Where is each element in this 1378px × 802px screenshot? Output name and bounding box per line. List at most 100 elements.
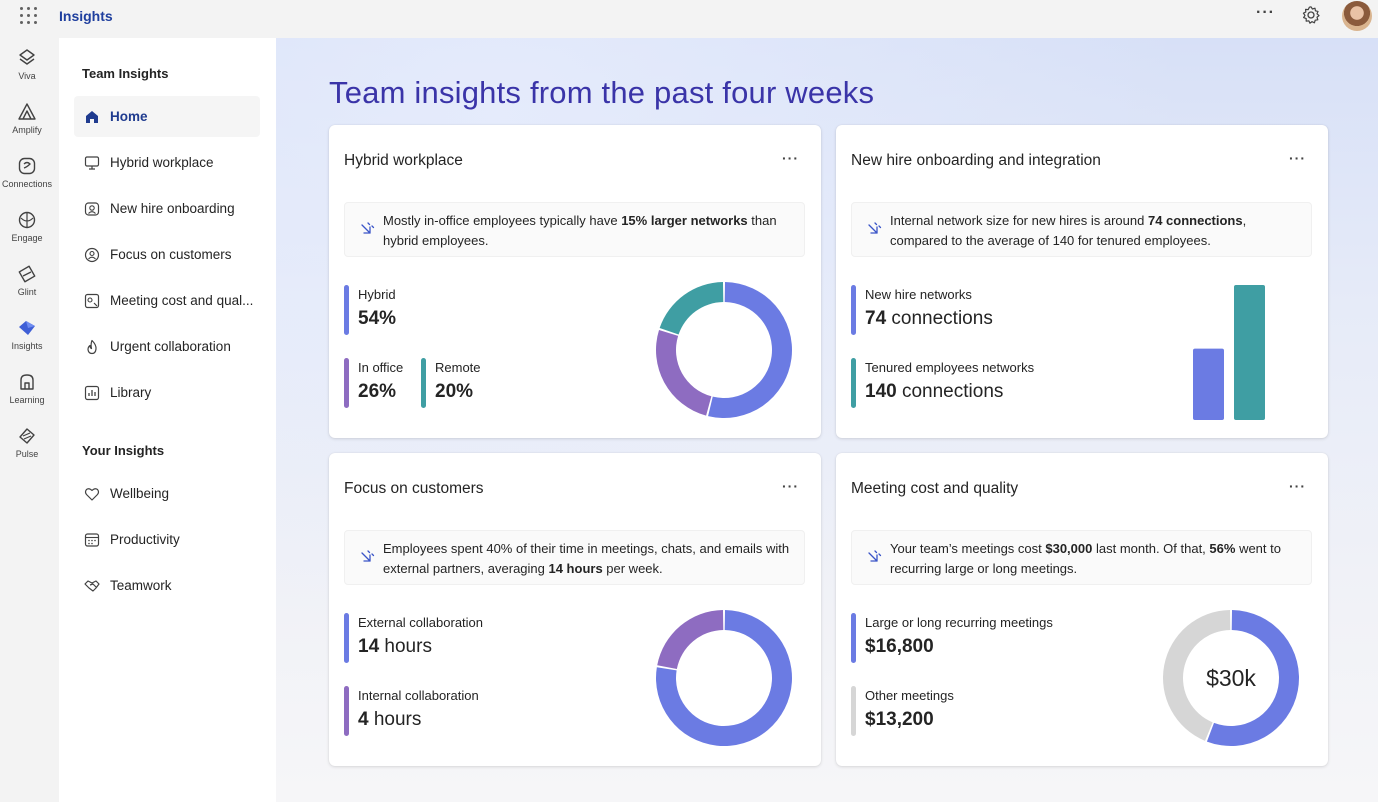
donut-slice-other-meetings: [1163, 610, 1231, 741]
metric-value: 54%: [358, 308, 397, 329]
user-avatar[interactable]: [1342, 1, 1372, 31]
metric-internal-collaboration: Internal collaboration 4 hours: [344, 686, 479, 736]
legend-bar: [421, 358, 426, 408]
settings-gear-icon[interactable]: [1301, 5, 1321, 25]
rail-label: Learning: [9, 395, 45, 405]
metric-value: 20%: [435, 381, 474, 402]
metric-value: 140 connections: [865, 381, 1004, 402]
handshake-icon: [83, 577, 101, 595]
legend-bar: [344, 285, 349, 335]
legend-bar: [344, 613, 349, 663]
insight-callout: Your team’s meetings cost $30,000 last m…: [851, 530, 1312, 585]
rail-item-glint[interactable]: Glint: [0, 258, 54, 306]
metric-value: $16,800: [865, 636, 934, 657]
rail-item-connections[interactable]: Connections: [0, 150, 54, 198]
rail-label: Pulse: [15, 449, 39, 459]
rail-item-learning[interactable]: Learning: [0, 366, 54, 414]
app-title[interactable]: Insights: [59, 8, 113, 24]
card-more-options-icon[interactable]: ···: [1289, 150, 1306, 166]
nav-item-label: Focus on customers: [110, 247, 232, 262]
nav-item-library[interactable]: Library: [74, 372, 260, 413]
metric-hybrid: Hybrid 54%: [344, 285, 397, 335]
donut-slice-large-or-long-recurring-meetings: [1206, 610, 1299, 746]
card-title: Hybrid workplace: [344, 152, 463, 169]
library-icon: [83, 384, 101, 402]
metric-value: 26%: [358, 381, 397, 402]
insight-callout: Mostly in-office employees typically hav…: [344, 202, 805, 257]
app-launcher-icon[interactable]: [20, 7, 37, 24]
focus-on-customers-card[interactable]: Focus on customers ··· Employees spent 4…: [329, 453, 821, 766]
metric-value: 14 hours: [358, 636, 432, 657]
nav-item-home[interactable]: Home: [74, 96, 260, 137]
hybrid-workplace-card[interactable]: Hybrid workplace ··· Mostly in-office em…: [329, 125, 821, 438]
nav-item-urgent-collaboration[interactable]: Urgent collaboration: [74, 326, 260, 367]
metric-label: Other meetings: [865, 688, 954, 703]
legend-bar: [851, 285, 856, 335]
metric-external-collaboration: External collaboration 14 hours: [344, 613, 484, 663]
top-bar: Insights ···: [0, 0, 1378, 38]
metric-label: Tenured employees networks: [865, 360, 1035, 375]
rail-item-pulse[interactable]: Pulse: [0, 420, 54, 468]
metric-tenured-networks: Tenured employees networks 140 connectio…: [851, 358, 1035, 408]
metric-remote: Remote 20%: [421, 358, 481, 408]
metric-label: Remote: [435, 360, 481, 375]
insight-text: Employees spent 40% of their time in mee…: [383, 541, 790, 576]
legend-bar: [851, 686, 856, 736]
donut-slice-in-office: [656, 329, 712, 416]
card-more-options-icon[interactable]: ···: [782, 150, 799, 166]
nav-item-meeting-cost[interactable]: Meeting cost and qual...: [74, 280, 260, 321]
donut-slice-internal-collaboration: [657, 610, 724, 669]
card-more-options-icon[interactable]: ···: [1289, 478, 1306, 494]
insights-icon: [19, 321, 35, 335]
bar-tenured-employees-networks: [1234, 285, 1265, 420]
rail-label: Engage: [11, 233, 43, 243]
home-icon: [83, 108, 101, 126]
metric-new-hire-networks: New hire networks 74 connections: [851, 285, 993, 335]
engage-icon: [18, 211, 36, 229]
card-more-options-icon[interactable]: ···: [782, 478, 799, 494]
legend-bar: [851, 358, 856, 408]
rail-label: Glint: [17, 287, 37, 297]
metric-value: 4 hours: [358, 709, 422, 730]
nav-item-focus-on-customers[interactable]: Focus on customers: [74, 234, 260, 275]
learning-icon: [20, 374, 34, 390]
card-title: Meeting cost and quality: [851, 480, 1019, 497]
legend-bar: [851, 613, 856, 663]
nav-item-label: New hire onboarding: [110, 201, 235, 216]
nav-item-label: Productivity: [110, 532, 180, 547]
nav-item-new-hire-onboarding[interactable]: New hire onboarding: [74, 188, 260, 229]
monitor-icon: [83, 154, 101, 172]
card-title: Focus on customers: [344, 480, 484, 497]
more-options-icon[interactable]: ···: [1256, 4, 1275, 21]
new-hire-onboarding-card[interactable]: New hire onboarding and integration ··· …: [836, 125, 1328, 438]
connections-icon: [18, 157, 36, 175]
viva-icon: [19, 49, 35, 65]
donut-center-label: $30k: [1206, 665, 1256, 691]
collaboration-donut-chart: [656, 610, 792, 746]
nav-item-label: Urgent collaboration: [110, 339, 231, 354]
rail-item-amplify[interactable]: Amplify: [0, 96, 54, 144]
calendar-icon: [83, 531, 101, 549]
meeting-cost-card[interactable]: Meeting cost and quality ··· Your team’s…: [836, 453, 1328, 766]
flame-icon: [83, 338, 101, 356]
insight-text: Internal network size for new hires is a…: [890, 213, 1247, 248]
legend-bar: [344, 358, 349, 408]
rail-item-insights[interactable]: Insights: [0, 312, 54, 360]
metric-value: $13,200: [865, 709, 934, 730]
metric-label: External collaboration: [358, 615, 484, 630]
nav-item-wellbeing[interactable]: Wellbeing: [74, 473, 260, 514]
trend-arrow-icon: [868, 222, 882, 234]
donut-slice-external-collaboration: [656, 610, 792, 746]
nav-item-hybrid-workplace[interactable]: Hybrid workplace: [74, 142, 260, 183]
nav-item-teamwork[interactable]: Teamwork: [74, 565, 260, 606]
trend-arrow-icon: [868, 550, 882, 562]
card-title: New hire onboarding and integration: [851, 152, 1101, 169]
insight-callout: Employees spent 40% of their time in mee…: [344, 530, 805, 585]
rail-item-engage[interactable]: Engage: [0, 204, 54, 252]
app-rail: Viva Amplify Connections Engage Glint In…: [0, 38, 59, 802]
metric-label: Internal collaboration: [358, 688, 479, 703]
metric-label: Large or long recurring meetings: [865, 615, 1053, 630]
bar-new-hire-networks: [1193, 348, 1224, 420]
nav-item-productivity[interactable]: Productivity: [74, 519, 260, 560]
rail-item-viva[interactable]: Viva: [0, 42, 54, 90]
